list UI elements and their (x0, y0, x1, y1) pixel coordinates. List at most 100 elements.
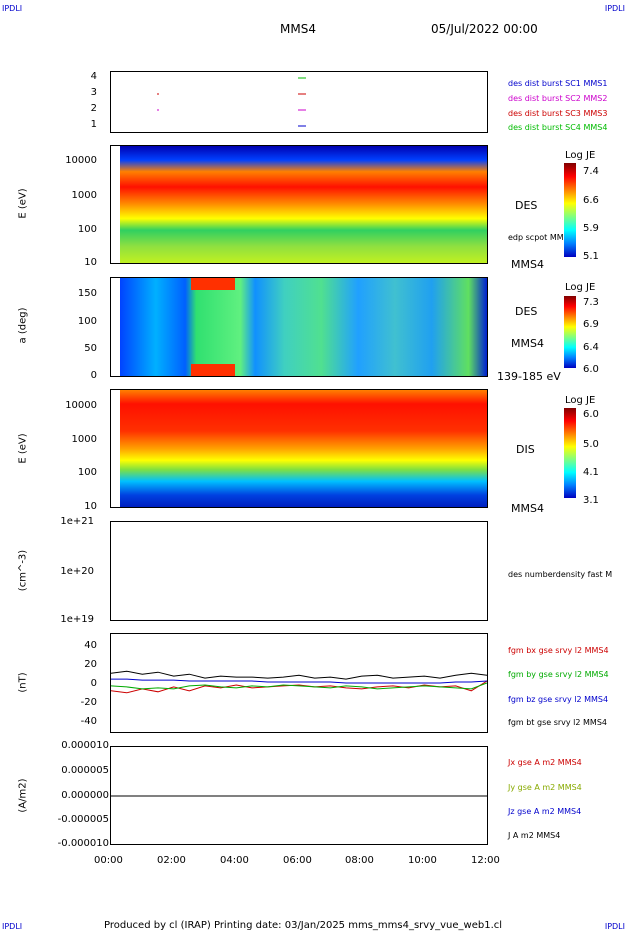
des-energy-overlay-label: edp scpot MMS4 (508, 233, 574, 242)
dis-energy-cbar-tick1: 5.0 (583, 439, 599, 450)
des-energy-panel (110, 145, 488, 264)
current-plot (111, 795, 487, 797)
dis-energy-ytick-10000: 10000 (65, 400, 97, 411)
des-pitch-cbar-tick0: 7.3 (583, 297, 599, 308)
legend-fgm-bt: fgm bt gse srvy l2 MMS4 (508, 718, 607, 727)
des-pitch-cbar-tick2: 6.4 (583, 342, 599, 353)
des-pitch-label: DES (515, 305, 538, 318)
legend-fgm-by: fgm by gse srvy l2 MMS4 (508, 670, 609, 679)
dis-energy-colorbar (564, 408, 576, 498)
dis-energy-ylabel: E (eV) (17, 433, 29, 464)
des-energy-ytick-10000: 10000 (65, 155, 97, 166)
des-pitch-fill (119, 278, 487, 376)
des-pitch-cbar-tick3: 6.0 (583, 364, 599, 375)
corner-logo-bl: IPDLI (2, 922, 23, 931)
fgm-ytick-20: 20 (84, 659, 97, 670)
fgm-ytick-0: 0 (90, 678, 97, 689)
density-ylabel: (cm^-3) (17, 549, 29, 592)
corner-logo-tl: IPDLI (2, 4, 23, 13)
xtick-5: 10:00 (408, 855, 437, 866)
current-ytick-4: -0.000005 (57, 814, 109, 825)
des-energy-spectrogram (111, 146, 487, 263)
legend-burst-sc1: des dist burst SC1 MMS1 (508, 79, 608, 88)
des-energy-fill (119, 146, 487, 263)
legend-burst-sc3: des dist burst SC3 MMS3 (508, 109, 608, 118)
density-panel (110, 521, 488, 621)
burst-ytick-2: 2 (90, 103, 97, 114)
des-pitch-ytick-50: 50 (84, 343, 97, 354)
des-energy-cbar-tick1: 6.6 (583, 195, 599, 206)
footer-text: Produced by cl (IRAP) Printing date: 03/… (104, 920, 503, 931)
des-pitch-ytick-100: 100 (77, 316, 97, 327)
dis-energy-cbar-tick3: 3.1 (583, 495, 599, 506)
legend-fgm-bz: fgm bz gse srvy l2 MMS4 (508, 695, 609, 704)
spacecraft-title: MMS4 (280, 22, 316, 36)
current-ytick-1: 0.000010 (61, 740, 109, 751)
des-pitch-panel (110, 277, 488, 377)
dis-energy-ytick-1000: 1000 (71, 434, 97, 445)
corner-logo-tr: IPDLI (604, 4, 625, 13)
corner-logo-br: IPDLI (604, 922, 625, 931)
legend-jy: Jy gse A m2 MMS4 (508, 783, 582, 792)
dis-energy-bottom-label: MMS4 (511, 502, 544, 515)
dis-energy-fill (119, 390, 487, 507)
des-energy-ytick-10: 10 (84, 257, 97, 268)
dis-energy-ytick-10: 10 (84, 501, 97, 512)
xtick-6: 12:00 (471, 855, 500, 866)
des-energy-cbar-tick3: 5.1 (583, 251, 599, 262)
fgm-plot (111, 670, 487, 694)
des-energy-cbar-tick0: 7.4 (583, 166, 599, 177)
des-pitch-colorbar (564, 296, 576, 368)
legend-jz: Jz gse A m2 MMS4 (508, 807, 582, 816)
des-pitch-ytick-0: 0 (90, 370, 97, 381)
fgm-series-0 (111, 680, 487, 694)
xtick-4: 08:00 (345, 855, 374, 866)
fgm-series-3 (111, 670, 487, 680)
des-energy-bottom-label: MMS4 (511, 258, 544, 271)
dis-energy-spectrogram (111, 390, 487, 507)
dis-energy-panel (110, 389, 488, 508)
des-energy-ylabel: E (eV) (17, 188, 29, 219)
des-energy-label: DES (515, 199, 538, 212)
xtick-1: 02:00 (157, 855, 186, 866)
fgm-panel (110, 633, 488, 733)
dis-energy-cbar-tick0: 6.0 (583, 409, 599, 420)
density-ytick-1e20: 1e+20 (60, 566, 94, 577)
fgm-ytick-m40: -40 (80, 716, 97, 727)
des-pitch-energy-range: 139-185 eV (497, 370, 561, 383)
des-pitch-label2: MMS4 (511, 337, 544, 350)
dis-energy-label: DIS (516, 443, 535, 456)
legend-density: des numberdensity fast M (508, 570, 613, 579)
fgm-series-2 (111, 678, 487, 684)
density-ytick-1e21: 1e+21 (60, 516, 94, 527)
current-panel (110, 746, 488, 845)
burst-ytick-1: 1 (90, 119, 97, 130)
des-pitch-spectrogram (111, 278, 487, 376)
current-ylabel: (A/m2) (17, 778, 29, 813)
fgm-series-1 (111, 682, 487, 690)
xtick-0: 00:00 (94, 855, 123, 866)
datetime-title: 05/Jul/2022 00:00 (431, 22, 538, 36)
legend-jx: Jx gse A m2 MMS4 (508, 758, 582, 767)
legend-burst-sc4: des dist burst SC4 MMS4 (508, 123, 608, 132)
legend-j: J A m2 MMS4 (508, 831, 561, 840)
dis-energy-cbar-title: Log JE (565, 395, 596, 406)
des-pitch-ylabel: a (deg) (17, 307, 29, 344)
fgm-ylabel: (nT) (17, 672, 29, 693)
des-pitch-cbar-tick1: 6.9 (583, 319, 599, 330)
dis-energy-cbar-tick2: 4.1 (583, 467, 599, 478)
burst-ytick-4: 4 (90, 71, 97, 82)
legend-fgm-bx: fgm bx gse srvy l2 MMS4 (508, 646, 609, 655)
density-ytick-1e19: 1e+19 (60, 614, 94, 625)
burst-plot (157, 77, 306, 127)
current-ytick-3: 0.000000 (61, 790, 109, 801)
des-energy-ytick-1000: 1000 (71, 190, 97, 201)
xtick-2: 04:00 (220, 855, 249, 866)
des-pitch-cbar-title: Log JE (565, 282, 596, 293)
des-energy-cbar-title: Log JE (565, 150, 596, 161)
current-ytick-2: 0.000005 (61, 765, 109, 776)
fgm-ytick-m20: -20 (80, 697, 97, 708)
current-ytick-5: -0.000010 (57, 838, 109, 849)
fgm-ytick-40: 40 (84, 640, 97, 651)
des-energy-cbar-tick2: 5.9 (583, 223, 599, 234)
